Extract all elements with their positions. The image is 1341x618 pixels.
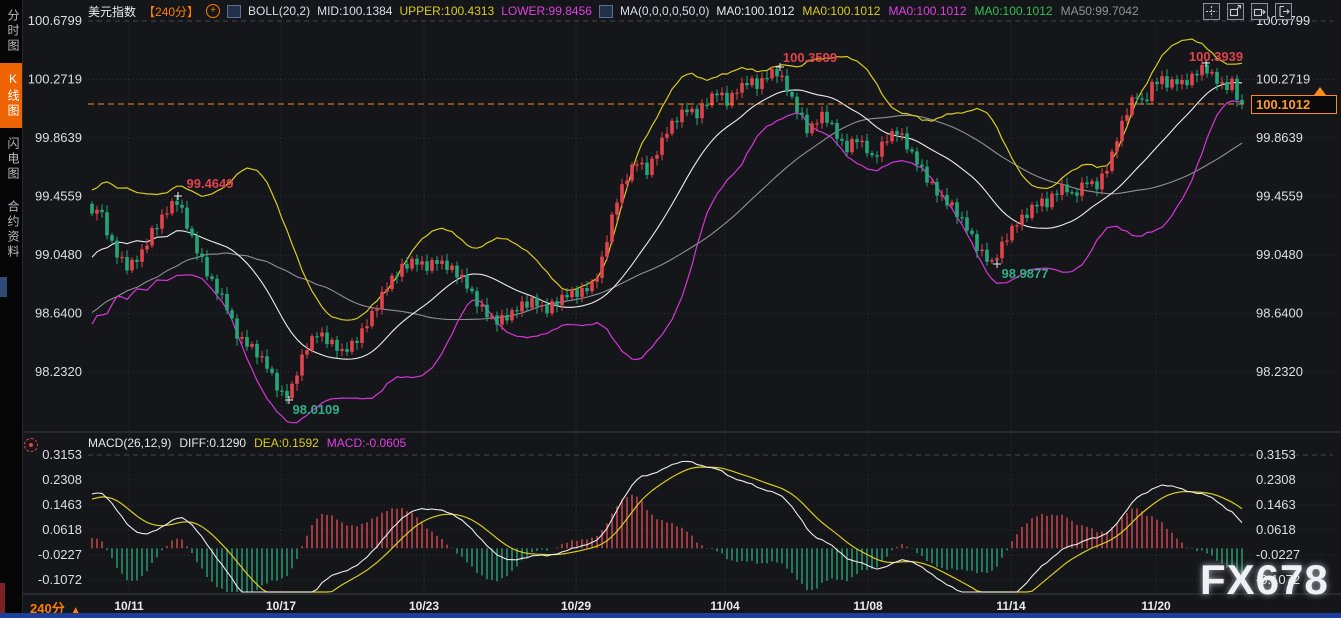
add-indicator-icon[interactable]: + — [206, 4, 221, 18]
diff-line — [91, 460, 1243, 593]
macd-settings-icon[interactable] — [24, 438, 38, 452]
x-axis-date: 10/17 — [266, 599, 296, 613]
boll-indicator-icon[interactable] — [227, 4, 242, 18]
price-axis-label-left: 100.2719 — [28, 72, 82, 87]
bottom-scrollbar — [0, 613, 1341, 618]
ma-value-label: MA0:100.1012 — [888, 4, 967, 18]
ma-indicator-icon[interactable] — [598, 4, 613, 18]
x-axis-date: 11/04 — [710, 599, 740, 613]
current-price-tag: 100.1012 — [1251, 95, 1337, 114]
x-axis-date: 10/23 — [409, 599, 439, 613]
period-dropdown-arrow-icon: ▲ — [70, 605, 81, 616]
boll-lower-line — [91, 100, 1243, 424]
left-edge-marker — [0, 583, 5, 613]
macd-axis-label-right: -0.1072 — [1256, 572, 1300, 587]
price-axis-label-right: 99.0480 — [1256, 247, 1303, 262]
price-annotation: 98.9877 — [1002, 266, 1049, 281]
boll-upper-line — [91, 38, 1243, 321]
price-annotation: 99.4649 — [187, 176, 234, 191]
chart-header: 美元指数 【240分】 + BOLL(20,2) MID:100.1384 UP… — [88, 0, 1241, 22]
price-up-arrow-icon — [1314, 87, 1326, 95]
price-annotation: 100.3939 — [1189, 49, 1243, 64]
left-edge-scroll-thumb — [0, 277, 7, 297]
pan-tool-icon[interactable] — [1203, 3, 1220, 20]
price-axis-label-left: 98.6400 — [35, 306, 82, 321]
sidebar-tab-0[interactable]: 分时图 — [6, 9, 20, 54]
ma-value-label: MA0:100.1012 — [802, 4, 881, 18]
macd-header: MACD(26,12,9) DIFF:0.1290 DEA:0.1592 MAC… — [88, 436, 406, 450]
macd-axis-label-right: 0.0618 — [1256, 522, 1296, 537]
ma-values: MA0:100.1012 MA0:100.1012 MA0:100.1012 MA0:… — [716, 4, 1138, 18]
price-axis-label-left: 100.6799 — [28, 13, 82, 28]
sidebar-tab-2[interactable]: 闪电图 — [6, 137, 20, 182]
candlestick-series[interactable] — [90, 59, 1244, 404]
price-axis-label-right: 100.2719 — [1256, 72, 1310, 87]
macd-axis-label-right: 0.3153 — [1256, 447, 1296, 462]
macd-label: MACD(26,12,9) — [88, 436, 172, 450]
macd-axis-label-left: -0.0227 — [38, 547, 82, 562]
macd-hist-value: MACD:-0.0605 — [326, 436, 407, 450]
price-axis-label-left: 98.2320 — [35, 364, 82, 379]
macd-axis-label-left: -0.1072 — [38, 572, 82, 587]
overlay-lines — [91, 38, 1243, 424]
ma-value-label: MA50:99.7042 — [1060, 4, 1139, 18]
ma-label: MA(0,0,0,0,50,0) — [619, 4, 710, 18]
macd-axis-label-left: 0.2308 — [42, 472, 82, 487]
macd-axis-label-right: 0.2308 — [1256, 472, 1296, 487]
price-axis-label-right: 98.6400 — [1256, 306, 1303, 321]
boll-mid-value: MID:100.1384 — [317, 4, 393, 18]
price-axis-label-right: 100.6799 — [1256, 13, 1310, 28]
sidebar-tab-3[interactable]: 合约资料 — [6, 200, 20, 260]
price-axis-label-left: 99.4559 — [35, 189, 82, 204]
left-sidebar: 分时图 K线图闪电图合约资料 — [0, 0, 23, 618]
period-selector[interactable]: 240分 ▲ — [30, 598, 81, 617]
boll-label: BOLL(20,2) — [248, 4, 311, 18]
boll-lower-value: LOWER:99.8456 — [501, 4, 592, 18]
x-axis-date: 11/14 — [996, 599, 1026, 613]
period-badge[interactable]: 【240分】 — [143, 4, 200, 19]
sidebar-tab-1[interactable]: K线图 — [0, 63, 22, 128]
macd-axis-label-left: 0.1463 — [42, 497, 82, 512]
ma-value-label: MA0:100.1012 — [716, 4, 795, 18]
boll-upper-value: UPPER:100.4313 — [399, 4, 495, 18]
watermark: FX678 — [1200, 556, 1329, 603]
ma-value-label: MA0:100.1012 — [974, 4, 1053, 18]
price-axis-label-left: 99.0480 — [35, 247, 82, 262]
macd-dea-value: DEA:0.1592 — [254, 436, 319, 450]
macd-axis-label-left: 0.0618 — [42, 522, 82, 537]
price-annotation: 98.0109 — [293, 402, 340, 417]
symbol-title: 美元指数 — [88, 4, 137, 19]
period-label: 240分 — [30, 601, 65, 616]
chart-toolbar — [1203, 3, 1292, 20]
x-axis-date: 10/11 — [114, 599, 144, 613]
price-annotation: 100.3599 — [783, 50, 837, 65]
price-axis-label-left: 99.8639 — [35, 130, 82, 145]
x-axis-date: 11/08 — [853, 599, 883, 613]
price-axis-label-right: 99.8639 — [1256, 130, 1303, 145]
macd-axis-label-right: 0.1463 — [1256, 497, 1296, 512]
fit-chart-icon[interactable] — [1227, 3, 1244, 20]
ma50-line — [91, 114, 1243, 321]
x-axis-date: 11/20 — [1141, 599, 1171, 613]
close-chart-icon[interactable] — [1275, 3, 1292, 20]
macd-axis-label-right: -0.0227 — [1256, 547, 1300, 562]
fit-time-axis-icon[interactable] — [1251, 3, 1268, 20]
macd-axis-label-left: 0.3153 — [42, 447, 82, 462]
macd-series[interactable] — [91, 460, 1243, 593]
price-axis-label-right: 99.4559 — [1256, 189, 1303, 204]
boll-mid-line — [91, 82, 1243, 360]
price-axis-label-right: 98.2320 — [1256, 364, 1303, 379]
x-axis-date: 10/29 — [561, 599, 591, 613]
macd-diff-value: DIFF:0.1290 — [179, 436, 247, 450]
